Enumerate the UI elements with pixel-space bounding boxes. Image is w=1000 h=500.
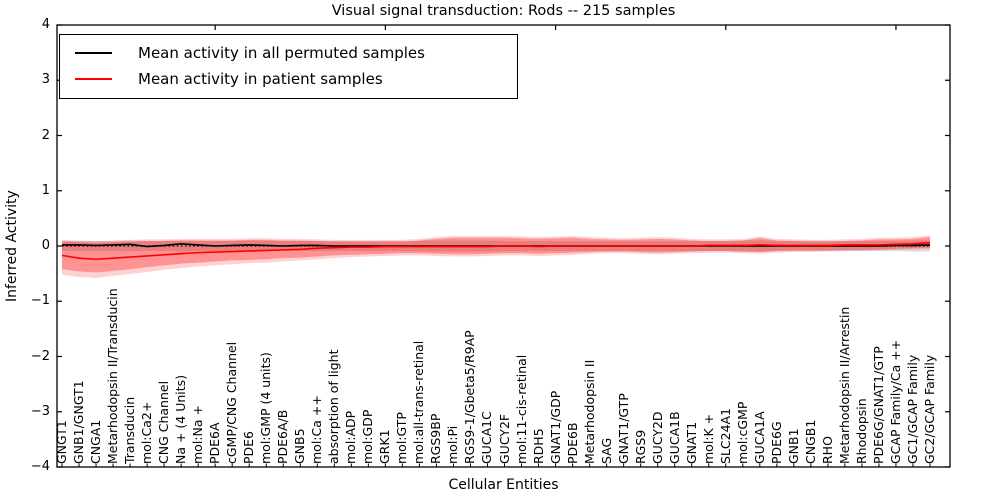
y-tick-label: −2 <box>30 348 50 364</box>
x-tick-label: RHO <box>819 436 835 464</box>
x-tick-label: mol:Pi <box>445 425 461 464</box>
y-tick-label: −3 <box>30 403 50 419</box>
x-tick-label: Rhodopsin <box>853 398 869 464</box>
x-tick-label: PDE6G <box>768 421 784 464</box>
x-tick-label: GRK1 <box>377 429 393 464</box>
x-tick-label: mol:Ca ++ <box>309 395 325 464</box>
x-tick-label: RGS9BP <box>428 413 444 464</box>
x-tick-label: GUCY2D <box>649 411 665 464</box>
x-axis-label: Cellular Entities <box>448 477 559 493</box>
x-tick-label: PDE6A/B <box>275 409 291 464</box>
legend-entry-patient: Mean activity in patient samples <box>60 66 517 92</box>
y-tick-label: 2 <box>41 127 50 143</box>
x-tick-label: PDE6B <box>564 422 580 464</box>
x-tick-label: PDE6A <box>207 422 223 464</box>
x-tick-label: Metarhodopsin II/Arrestin <box>836 306 852 464</box>
y-tick-label: 4 <box>41 17 50 32</box>
x-tick-label: PDE6G/GNAT1/GTP <box>870 346 886 464</box>
x-tick-label: GUCA1A <box>751 411 767 464</box>
x-tick-label: CNGB1 <box>802 419 818 464</box>
x-tick-label: mol:GTP <box>394 412 410 464</box>
x-tick-label: mol:cGMP <box>734 401 750 464</box>
legend-label: Mean activity in patient samples <box>138 70 383 88</box>
x-tick-label: SAG <box>598 437 614 464</box>
y-tick-label: 0 <box>41 238 50 253</box>
legend-label: Mean activity in all permuted samples <box>138 44 425 62</box>
x-tick-label: mol:K + <box>700 413 716 464</box>
y-tick-label: −1 <box>30 293 50 309</box>
patient-line-swatch <box>75 78 112 80</box>
x-tick-label: GC1/GCAP Family <box>904 354 920 464</box>
x-tick-label: CNGA1 <box>88 419 104 464</box>
x-tick-label: mol:Na + <box>190 405 206 464</box>
chart-title: Visual signal transduction: Rods -- 215 … <box>331 3 676 19</box>
legend: Mean activity in all permuted samples Me… <box>59 34 518 99</box>
y-tick-label: 1 <box>41 182 50 198</box>
x-tick-label: RDH5 <box>530 428 546 464</box>
x-tick-label: GNGT1 <box>54 420 69 464</box>
y-tick-label: −4 <box>30 459 50 474</box>
x-tick-label: mol:GMP (4 units) <box>258 352 274 464</box>
x-tick-label: GNAT1/GDP <box>547 390 563 464</box>
x-tick-label: GNAT1/GTP <box>615 393 631 464</box>
x-tick-label: GNAT1 <box>683 421 699 464</box>
x-tick-label: mol:11-cis-retinal <box>513 354 529 464</box>
permuted-line-swatch <box>75 52 112 54</box>
x-tick-label: GUCA1B <box>666 411 682 464</box>
x-tick-label: Metarhodopsin II <box>581 359 597 464</box>
x-tick-label: RGS9 <box>632 429 648 464</box>
x-tick-label: Na + (4 Units) <box>173 374 189 464</box>
x-tick-label: GNB1/GNGT1 <box>71 380 87 464</box>
x-tick-label: RGS9-1/Gbeta5/R9AP <box>462 330 478 464</box>
y-tick-label: 3 <box>41 72 50 88</box>
x-tick-label: GUCA1C <box>479 411 495 464</box>
x-tick-label: SLC24A1 <box>717 407 733 464</box>
x-tick-label: Metarhodopsin II/Transducin <box>105 288 121 464</box>
x-tick-label: cGMP/CNG Channel <box>224 341 240 464</box>
x-tick-label: mol:GDP <box>360 409 376 464</box>
legend-entry-permuted: Mean activity in all permuted samples <box>60 40 517 66</box>
x-tick-label: mol:all-trans-retinal <box>411 340 427 464</box>
x-tick-label: PDE6 <box>241 430 257 464</box>
x-tick-label: GC2/GCAP Family <box>922 354 937 464</box>
x-tick-label: Transducin <box>122 396 138 464</box>
x-tick-label: GNB1 <box>785 428 801 464</box>
x-tick-label: GUCY2F <box>496 413 512 464</box>
x-tick-label: CNG Channel <box>156 380 172 464</box>
x-tick-label: mol:Ca2+ <box>139 401 155 464</box>
x-tick-label: absorption of light <box>326 349 342 464</box>
x-tick-label: mol:ADP <box>343 410 359 464</box>
x-tick-label: GCAP Family/Ca ++ <box>887 339 903 464</box>
x-tick-label: GNB5 <box>292 428 308 464</box>
